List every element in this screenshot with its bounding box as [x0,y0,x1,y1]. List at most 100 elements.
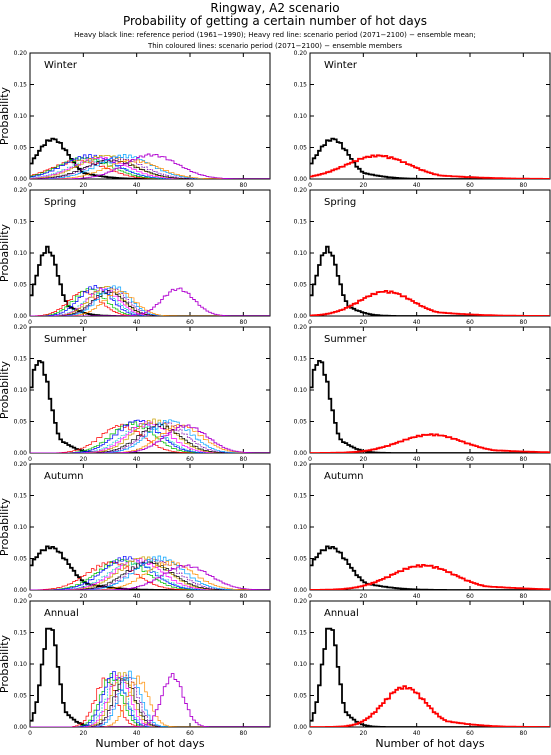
season-label: Summer [44,334,87,345]
y-tick-label: 0.05 [294,556,308,563]
y-tick-label: 0.00 [14,724,28,731]
x-tick-label: 0 [28,456,32,463]
panel-spring-left: 0 20 40 60 80 0.00 0.05 0.10 0.15 0.20 Spring Proba… [0,187,271,326]
season-label: Winter [44,60,78,71]
y-tick-label: 0.00 [294,313,308,320]
x-tick-label: 0 [308,593,312,600]
x-tick-label: 40 [133,182,141,189]
season-label: Summer [324,334,367,345]
member-series-line [30,419,270,453]
plot-area [310,360,550,453]
y-tick-label: 0.10 [294,250,308,257]
member-series-line [30,561,270,590]
member-series-line [30,673,270,727]
member-series-line [30,156,270,179]
x-tick-label: 20 [80,182,88,189]
x-tick-label: 20 [360,456,368,463]
panel-annual-right: 0 20 40 60 80 0.00 0.05 0.10 0.15 0.20 Annual Numbe… [294,598,551,750]
panels-grid: 0 20 40 60 80 0.00 0.05 0.10 0.15 0.20 Winter Proba… [0,50,551,750]
y-tick-label: 0.15 [294,630,308,637]
x-tick-label: 0 [28,319,32,326]
ensemble-mean-series-line [310,564,550,590]
y-tick-label: 0.15 [294,82,308,89]
member-series-line [30,159,270,179]
y-tick-label: 0.20 [294,598,308,605]
member-series-line [30,670,270,727]
member-series-line [30,285,270,316]
x-tick-label: 60 [466,456,474,463]
x-tick-label: 60 [186,593,194,600]
member-series-line [30,421,270,453]
y-tick-label: 0.05 [14,419,28,426]
legend-line-1: Heavy black line: reference period (1961… [74,31,476,39]
plot-area [310,545,550,590]
ensemble-mean-series-line [310,290,550,316]
y-tick-label: 0.00 [14,176,28,183]
season-label: Spring [44,197,76,208]
x-tick-label: 0 [28,730,32,737]
x-axis-label: Number of hot days [375,737,485,750]
x-tick-label: 80 [520,182,528,189]
y-tick-label: 0.05 [14,556,28,563]
member-series-line [30,672,270,727]
y-tick-label: 0.20 [14,461,28,468]
x-tick-label: 80 [240,319,248,326]
plot-area [30,627,270,727]
plot-frame [309,463,551,591]
member-series-line [30,674,270,727]
plot-area [310,137,550,179]
member-series-line [30,423,270,453]
plot-frame [29,52,271,180]
x-tick-label: 80 [240,730,248,737]
y-tick-label: 0.05 [294,419,308,426]
y-tick-label: 0.15 [14,630,28,637]
y-tick-label: 0.20 [294,324,308,331]
y-tick-label: 0.20 [294,50,308,57]
member-series-line [30,290,270,316]
member-series-line [30,675,270,727]
x-tick-label: 0 [308,182,312,189]
member-series-line [30,159,270,179]
member-series-line [30,564,270,590]
member-series-line [30,418,270,453]
plot-frame [309,52,551,180]
x-tick-label: 40 [133,730,141,737]
y-axis-label: Probability [0,223,11,282]
member-series-line [30,290,270,316]
reference-series-line [310,627,550,727]
reference-series-line [310,245,550,316]
y-tick-label: 0.05 [294,282,308,289]
plot-frame [29,600,271,728]
x-tick-label: 40 [413,319,421,326]
y-tick-label: 0.05 [14,145,28,152]
x-tick-label: 40 [413,730,421,737]
x-tick-label: 60 [466,593,474,600]
x-tick-label: 20 [360,182,368,189]
x-tick-label: 40 [133,456,141,463]
reference-series-line [30,245,270,316]
plot-area [30,245,270,316]
member-series-line [30,673,270,727]
member-series-line [30,155,270,179]
y-axis-label: Probability [0,497,11,556]
ensemble-mean-series-line [310,685,550,727]
x-tick-label: 40 [133,593,141,600]
x-tick-label: 80 [240,456,248,463]
x-tick-label: 80 [520,730,528,737]
member-series-line [30,419,270,453]
season-label: Autumn [324,471,364,482]
member-series-line [30,153,270,179]
x-axis-label: Number of hot days [95,737,205,750]
y-tick-label: 0.15 [14,82,28,89]
y-tick-label: 0.00 [294,724,308,731]
plot-frame [29,326,271,454]
y-tick-label: 0.00 [14,313,28,320]
legend-line-2: Thin coloured lines: scenario period (20… [147,42,402,50]
panel-summer-left: 0 20 40 60 80 0.00 0.05 0.10 0.15 0.20 Summer Proba… [0,324,271,463]
reference-series-line [30,137,270,179]
member-series-line [30,677,270,727]
x-tick-label: 80 [240,182,248,189]
y-tick-label: 0.20 [14,598,28,605]
member-series-line [30,677,270,727]
panel-winter-left: 0 20 40 60 80 0.00 0.05 0.10 0.15 0.20 Winter Proba… [0,50,271,189]
